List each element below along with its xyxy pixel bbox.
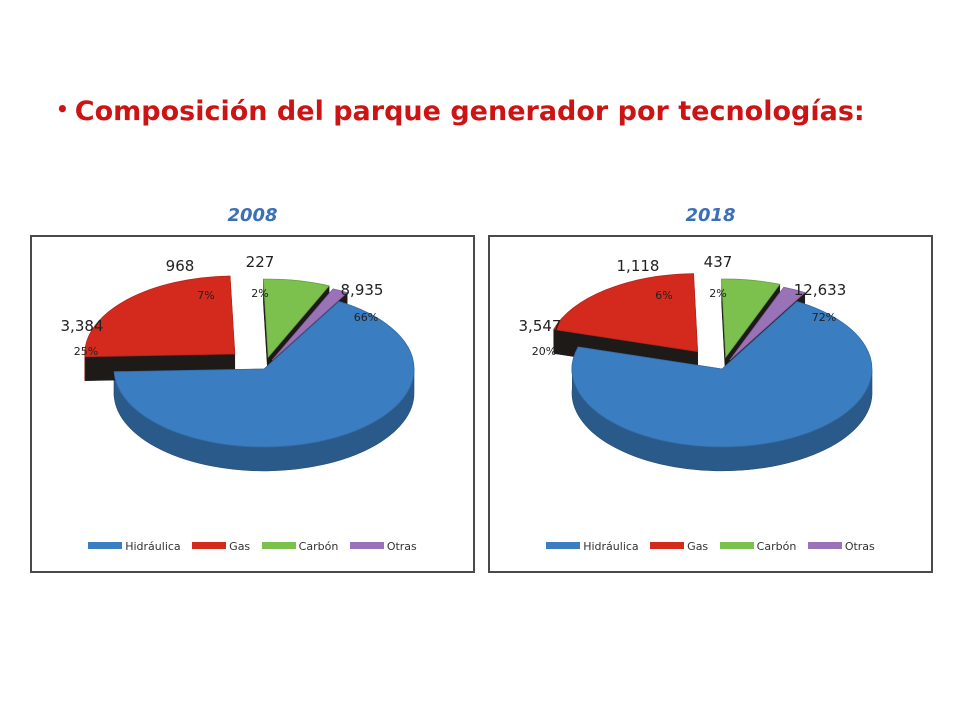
legend-swatch <box>807 542 842 549</box>
percent-label: 25% <box>74 345 98 358</box>
chart-title: 2008 <box>227 205 278 226</box>
legend-swatch <box>349 542 384 549</box>
pie-slice <box>271 288 348 361</box>
value-label: 437 <box>704 253 733 271</box>
value-label: 968 <box>166 257 195 275</box>
slide-title: • Composición del parque generador por te… <box>56 96 865 127</box>
value-label: 227 <box>246 253 275 271</box>
legend-label: Otras <box>386 540 417 553</box>
percent-label: 20% <box>532 345 556 358</box>
percent-label: 2% <box>251 287 268 300</box>
legend-label: Gas <box>687 540 709 553</box>
legend-swatch <box>719 542 754 549</box>
chart-frame: 8,935 66% 3,384 25% 968 7% 227 2% Hidráulica Ga… <box>30 235 475 573</box>
legend-swatch <box>88 542 123 549</box>
legend-item: Hidráulica <box>88 540 181 553</box>
legend-swatch <box>546 542 581 549</box>
legend-swatch <box>261 542 296 549</box>
chart-panel-2018: 2018 12,633 72% 3,547 20% 1,118 6% 437 2% Hidrá… <box>488 205 933 573</box>
legend-item: Carbón <box>261 540 339 553</box>
legend-swatch <box>192 542 227 549</box>
chart-panel-2008: 2008 8,935 66% 3,384 25% 968 7% 227 2% Hidráuli… <box>30 205 475 573</box>
legend-item: Otras <box>349 540 417 553</box>
title-bullet: • <box>56 97 69 121</box>
percent-label: 72% <box>812 311 836 324</box>
pie-slice <box>553 273 699 353</box>
value-label: 3,547 <box>519 317 562 335</box>
value-label: 12,633 <box>794 281 847 299</box>
legend-label: Carbón <box>756 540 797 553</box>
chart-title: 2018 <box>685 205 736 226</box>
legend-label: Hidráulica <box>125 540 181 553</box>
pie-slice <box>262 278 330 359</box>
value-label: 3,384 <box>61 317 104 335</box>
legend-item: Gas <box>192 540 250 553</box>
legend-item: Otras <box>807 540 875 553</box>
legend-item: Carbón <box>719 540 797 553</box>
legend-item: Hidráulica <box>546 540 639 553</box>
percent-label: 2% <box>709 287 726 300</box>
pie-slice <box>729 286 806 361</box>
pie-slice <box>571 301 873 448</box>
legend-label: Otras <box>844 540 875 553</box>
chart-legend: Hidráulica Gas Carbón Otras <box>490 540 931 553</box>
pie-chart-svg: 12,633 72% 3,547 20% 1,118 6% 437 2% <box>519 253 873 472</box>
title-text: Composición del parque generador por tec… <box>74 96 865 127</box>
chart-legend: Hidráulica Gas Carbón Otras <box>32 540 473 553</box>
percent-label: 6% <box>655 289 672 302</box>
legend-label: Carbón <box>298 540 339 553</box>
pie-slice <box>113 301 415 448</box>
legend-swatch <box>650 542 685 549</box>
percent-label: 66% <box>354 311 378 324</box>
value-label: 8,935 <box>341 281 384 299</box>
pie-chart-svg: 8,935 66% 3,384 25% 968 7% 227 2% <box>61 253 415 472</box>
percent-label: 7% <box>197 289 214 302</box>
pie-slice <box>84 275 236 358</box>
value-label: 1,118 <box>617 257 660 275</box>
legend-label: Hidráulica <box>583 540 639 553</box>
legend-item: Gas <box>650 540 708 553</box>
legend-label: Gas <box>229 540 251 553</box>
pie-slice <box>721 278 781 359</box>
chart-frame: 12,633 72% 3,547 20% 1,118 6% 437 2% Hidráulica… <box>488 235 933 573</box>
